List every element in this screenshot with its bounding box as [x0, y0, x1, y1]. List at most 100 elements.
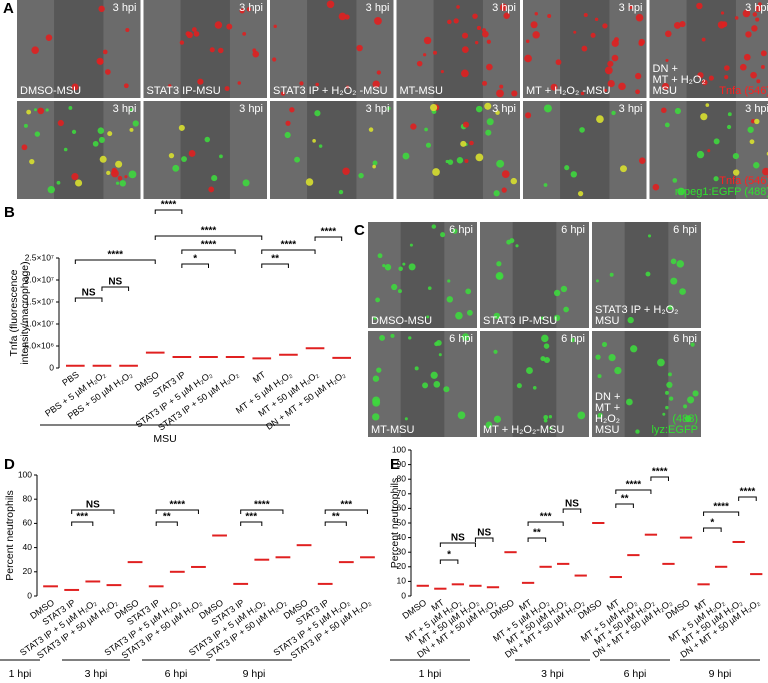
- cell-blob: [376, 70, 382, 75]
- significance-bracket: [562, 508, 582, 513]
- significance-bracket: [154, 209, 183, 214]
- caption: MT-MSU: [371, 424, 414, 436]
- cell-blob: [673, 21, 681, 29]
- significance-bracket: [155, 521, 178, 526]
- significance-label: NS: [108, 277, 122, 288]
- y-tick-label: 0: [401, 590, 406, 600]
- significance-label: NS: [451, 533, 465, 544]
- micrograph-shade: [433, 101, 483, 199]
- significance-label: NS: [86, 500, 100, 511]
- cell-blob: [430, 371, 438, 379]
- cell-blob: [543, 104, 552, 113]
- time-label: 6 hpi: [561, 224, 585, 236]
- cell-blob: [242, 179, 250, 187]
- cell-blob: [410, 123, 417, 130]
- cell-blob: [338, 12, 347, 21]
- y-axis-label: Percent neutrophils: [389, 478, 401, 568]
- cell-blob: [628, 5, 633, 10]
- cell-blob: [696, 2, 703, 10]
- cell-blob: [758, 2, 762, 6]
- micrograph-shade: [307, 101, 357, 199]
- cell-blob: [318, 144, 323, 148]
- cell-blob: [493, 415, 502, 423]
- y-tick-label: 2.0×10⁷: [25, 274, 54, 284]
- cell-blob: [461, 333, 470, 341]
- cell-blob: [476, 25, 482, 31]
- panel-letter: C: [354, 222, 365, 239]
- y-tick-label: 30: [397, 546, 407, 556]
- cell-blob: [611, 39, 619, 47]
- cell-blob: [402, 152, 410, 160]
- cell-blob: [181, 156, 187, 162]
- cell-blob: [29, 158, 35, 165]
- cell-blob: [423, 36, 432, 45]
- cell-blob: [493, 349, 498, 354]
- significance-label: ****: [170, 500, 186, 511]
- cell-blob: [432, 168, 440, 176]
- cell-blob: [110, 169, 119, 178]
- cell-blob: [609, 272, 614, 277]
- cell-blob: [664, 122, 670, 128]
- cell-blob: [543, 418, 548, 423]
- caption: H₂O₂: [595, 413, 620, 425]
- cell-blob: [486, 63, 493, 71]
- significance-bracket: [74, 297, 103, 302]
- cell-blob: [564, 165, 570, 171]
- cell-blob: [597, 374, 602, 379]
- cell-blob: [456, 5, 460, 9]
- cell-blob: [178, 124, 185, 131]
- cell-blob: [661, 107, 667, 114]
- significance-label: ****: [626, 480, 642, 491]
- cell-blob: [390, 333, 395, 338]
- cell-blob: [604, 88, 608, 92]
- cell-blob: [452, 228, 458, 234]
- cell-blob: [526, 367, 533, 374]
- significance-bracket: [615, 503, 634, 508]
- cell-blob: [453, 18, 459, 24]
- cell-blob: [501, 170, 510, 179]
- cell-blob: [732, 169, 740, 176]
- group-label: 1 hpi: [9, 668, 32, 680]
- cell-blob: [674, 107, 682, 115]
- cell-blob: [45, 108, 49, 112]
- cell-blob: [677, 187, 685, 196]
- cell-blob: [372, 160, 378, 166]
- cell-blob: [573, 30, 577, 34]
- cell-blob: [314, 110, 321, 117]
- time-label: 3 hpi: [492, 103, 516, 115]
- cell-blob: [423, 53, 427, 57]
- significance-bracket: [101, 286, 130, 291]
- cell-blob: [197, 78, 204, 85]
- micrograph-shade: [180, 101, 230, 199]
- cell-blob: [755, 17, 760, 22]
- significance-label: **: [271, 254, 279, 265]
- significance-bracket: [615, 489, 652, 494]
- time-label: 3 hpi: [113, 103, 137, 115]
- cell-blob: [475, 105, 483, 113]
- cell-blob: [429, 103, 438, 112]
- channel-label: Tnfa (546): [719, 175, 768, 187]
- cell-blob: [461, 32, 469, 39]
- cell-blob: [98, 5, 105, 13]
- cell-blob: [626, 398, 633, 406]
- cell-blob: [92, 140, 99, 147]
- cell-blob: [756, 79, 761, 84]
- cell-blob: [484, 102, 492, 110]
- cell-blob: [645, 271, 651, 277]
- significance-label: ****: [201, 226, 217, 237]
- cell-blob: [34, 131, 41, 137]
- significance-label: **: [621, 494, 629, 505]
- cell-blob: [595, 354, 601, 360]
- cell-blob: [461, 46, 469, 53]
- cell-blob: [668, 372, 672, 377]
- cell-blob: [457, 411, 466, 420]
- cell-blob: [280, 91, 286, 96]
- significance-label: ***: [76, 512, 88, 523]
- cell-blob: [665, 405, 669, 410]
- cell-blob: [579, 127, 585, 133]
- cell-blob: [211, 175, 218, 182]
- cell-blob: [128, 170, 137, 179]
- significance-bracket: [439, 559, 459, 564]
- significance-label: **: [332, 512, 340, 523]
